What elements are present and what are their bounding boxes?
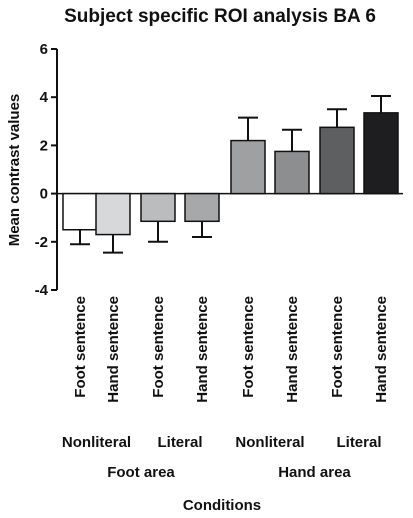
y-tick-label: 4 [40, 89, 49, 106]
y-tick-label: 6 [40, 41, 48, 58]
category-label-6: Hand sentence [284, 296, 301, 403]
x-axis-labels: Foot sentence Hand sentence Foot sentence H… [62, 296, 390, 481]
category-label-5: Foot sentence [240, 296, 257, 398]
group-label-2: Hand area [278, 464, 351, 481]
subgroup-label-4: Literal [336, 434, 381, 451]
bar-3 [140, 192, 176, 223]
bar-8 [363, 112, 399, 195]
y-tick-label: 0 [40, 186, 48, 203]
chart-title: Subject specific ROI analysis BA 6 [64, 6, 376, 27]
subgroup-label-3: Nonliteral [235, 434, 304, 451]
category-label-1: Foot sentence [72, 296, 89, 398]
category-label-2: Hand sentence [105, 296, 122, 403]
y-axis-title: Mean contrast values [6, 94, 23, 247]
y-tick-label: -2 [35, 234, 48, 251]
bar-4 [184, 192, 220, 223]
category-label-7: Foot sentence [329, 296, 346, 398]
bar-6 [274, 150, 310, 195]
y-tick-label: 2 [40, 137, 48, 154]
subgroup-label-2: Literal [157, 434, 202, 451]
y-tick-label: -4 [35, 282, 49, 299]
bar-5 [230, 139, 266, 195]
x-axis-title: Conditions [183, 497, 261, 514]
bar-1 [62, 192, 98, 231]
category-label-3: Foot sentence [150, 296, 167, 398]
bar-2 [95, 192, 131, 236]
subgroup-label-1: Nonliteral [62, 434, 131, 451]
bars [62, 94, 399, 254]
bar-7 [319, 126, 355, 195]
group-label-1: Foot area [107, 464, 175, 481]
category-label-8: Hand sentence [373, 296, 390, 403]
category-label-4: Hand sentence [194, 296, 211, 403]
